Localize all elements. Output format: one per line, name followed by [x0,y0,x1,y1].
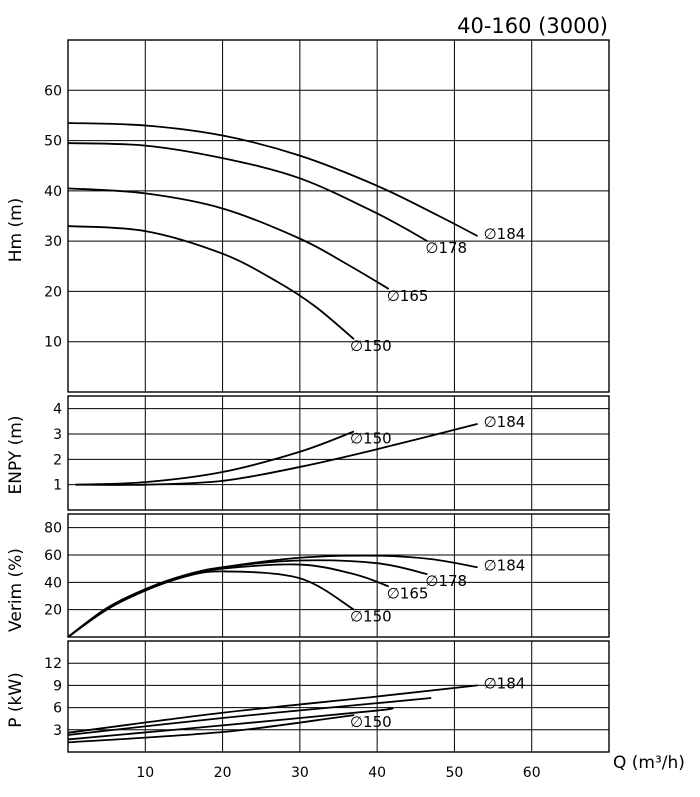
series-label: ∅178 [425,572,467,590]
y-axis-label: ENPY (m) [6,416,26,495]
y-tick-label: 40 [44,575,62,591]
y-tick-label: 3 [53,427,62,443]
series-line [67,684,478,734]
y-axis-label: Verim (%) [6,548,26,632]
x-axis-label: Q (m³/h) [613,753,685,773]
series-line [67,225,355,340]
panel-0: 10 20 30 40 50 60 Hm (m) ∅184 ∅178 ∅165 ∅150 [6,39,610,393]
y-tick-label: 3 [53,723,62,739]
y-axis-label: Hm (m) [6,198,26,263]
x-tick-label: 50 [446,765,464,781]
y-tick-label: 20 [44,284,62,300]
series-label: ∅165 [387,287,429,305]
series-line [75,422,478,486]
y-tick-label: 30 [44,234,62,250]
series-label: ∅184 [484,674,526,692]
x-tick-label: 40 [368,765,386,781]
y-tick-label: 6 [53,701,62,717]
y-tick-label: 9 [53,678,62,694]
y-axis-label: P (kW) [6,672,26,728]
series-line [67,142,428,242]
panel-1: 1 2 3 4 ENPY (m) ∅150 ∅184 [6,395,610,511]
series-label: ∅150 [350,608,392,626]
y-tick-label: 50 [44,134,62,150]
series-label: ∅178 [425,239,467,257]
x-tick-label: 60 [523,765,541,781]
series-line [67,697,432,736]
y-tick-label: 12 [44,656,62,672]
series-line [67,187,390,290]
panel-frame [67,395,610,511]
x-tick-label: 10 [136,765,154,781]
series-line [67,122,479,237]
series-label: ∅150 [350,337,392,355]
series-label: ∅150 [350,713,392,731]
panel-2: 20 40 60 80 Verim (%) ∅184 ∅178∅165 ∅150 [6,513,610,638]
panel-frame [67,640,610,753]
panel-frame [67,39,610,393]
y-tick-label: 1 [53,478,62,494]
x-axis: 10 20 30 40 50 60 [136,765,540,781]
panel-3: 3 6 9 12 P (kW) ∅184 ∅150 [6,640,610,753]
series-label: ∅184 [484,225,526,243]
series-line [67,706,394,741]
panel-frame [67,513,610,638]
series-label: ∅165 [387,584,429,602]
series-label: ∅150 [350,429,392,447]
y-tick-label: 60 [44,548,62,564]
series-line [75,430,355,486]
series-label: ∅184 [484,413,526,431]
series-label: ∅184 [484,556,526,574]
x-tick-label: 30 [291,765,309,781]
y-tick-label: 4 [53,402,62,418]
y-tick-label: 60 [44,83,62,99]
series-line [67,714,355,744]
y-tick-label: 20 [44,603,62,619]
x-tick-label: 20 [214,765,232,781]
series-line [67,559,428,638]
series-line [67,570,355,638]
y-tick-label: 10 [44,335,62,351]
y-tick-label: 80 [44,521,62,537]
chart-title: 40-160 (3000) [457,14,608,38]
y-tick-label: 40 [44,184,62,200]
y-tick-label: 2 [53,452,62,468]
